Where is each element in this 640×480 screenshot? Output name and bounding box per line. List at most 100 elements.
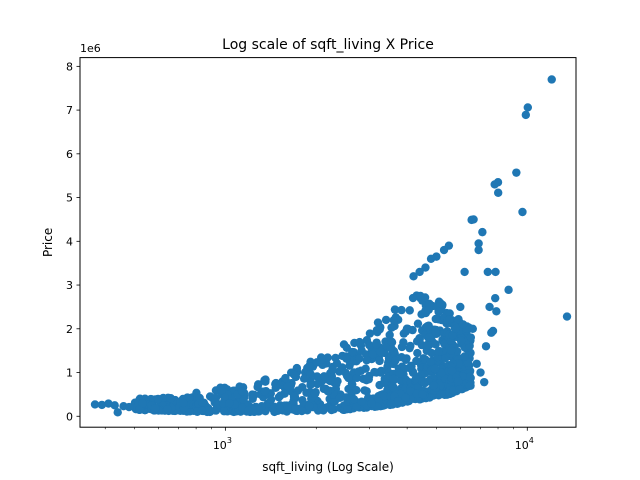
data-point (218, 399, 228, 408)
data-point (113, 408, 122, 417)
data-point (458, 320, 468, 329)
data-point (449, 386, 458, 395)
data-point (290, 370, 299, 379)
data-point (97, 400, 107, 410)
data-point (283, 382, 293, 391)
data-point (124, 402, 134, 412)
data-point (447, 366, 457, 376)
data-point (323, 387, 333, 396)
data-point (399, 338, 408, 347)
y-axis-label: Price (41, 228, 55, 257)
data-point (372, 340, 381, 349)
data-point (483, 267, 492, 277)
data-point (325, 376, 335, 386)
data-point (401, 355, 411, 365)
data-point (424, 305, 433, 314)
data-point (480, 377, 489, 387)
data-point (427, 348, 436, 358)
x-axis: 103 104 (104, 427, 534, 452)
data-point (451, 324, 461, 333)
data-point (423, 322, 432, 332)
data-point (211, 406, 221, 415)
y-tick-label: 2 (66, 323, 73, 336)
data-point (460, 352, 469, 361)
data-point (313, 379, 322, 389)
data-point (283, 402, 292, 412)
data-point (420, 293, 430, 302)
data-point (305, 401, 314, 411)
data-point (491, 267, 500, 277)
data-point (439, 245, 449, 255)
data-point (465, 381, 475, 390)
data-point (466, 333, 475, 342)
data-point (348, 347, 357, 357)
data-point (448, 330, 457, 340)
data-point (456, 302, 465, 312)
data-point (237, 387, 247, 396)
data-point (306, 369, 315, 379)
data-point (415, 333, 424, 343)
y-tick-label: 8 (66, 60, 73, 73)
data-point (476, 368, 485, 377)
x-tick-label: 104 (515, 436, 534, 452)
data-point (385, 330, 394, 340)
data-point (512, 168, 521, 177)
data-point (408, 293, 418, 303)
data-point (90, 400, 100, 409)
y-tick-label: 3 (66, 279, 73, 292)
data-point (523, 103, 532, 112)
data-point (365, 329, 375, 338)
data-point (405, 306, 414, 315)
data-point (387, 337, 396, 346)
data-point (455, 384, 465, 394)
data-point (305, 362, 314, 371)
data-point (426, 254, 436, 263)
data-point (260, 387, 270, 396)
data-point (562, 312, 572, 321)
data-point (389, 315, 398, 325)
data-point (413, 348, 422, 358)
data-point (150, 404, 160, 413)
x-axis-label: sqft_living (Log Scale) (262, 460, 394, 474)
data-point (547, 75, 556, 84)
data-point (198, 398, 207, 407)
data-point (415, 267, 424, 277)
y-tick-label: 7 (66, 104, 73, 117)
data-point (434, 347, 443, 356)
data-point (225, 399, 234, 408)
data-point (436, 298, 445, 308)
y-axis: 0 1 2 3 4 5 6 7 8 (66, 60, 80, 423)
data-point (368, 350, 377, 359)
data-point (421, 263, 430, 272)
data-point (434, 307, 443, 317)
data-point (153, 394, 163, 404)
data-point (197, 406, 207, 415)
data-point (261, 377, 270, 386)
data-point (352, 386, 361, 395)
data-point (504, 285, 513, 295)
data-point (297, 406, 307, 416)
data-point (310, 389, 320, 399)
data-point (331, 353, 340, 363)
data-point (349, 395, 359, 404)
data-point (217, 386, 226, 395)
data-point (204, 406, 213, 415)
data-point (360, 386, 369, 395)
data-point (248, 394, 257, 403)
data-point (463, 358, 473, 368)
data-point (425, 333, 434, 342)
data-point (445, 315, 454, 324)
data-point (386, 343, 395, 353)
data-point (342, 354, 351, 363)
data-point (426, 357, 435, 367)
data-point (456, 336, 466, 346)
data-point (362, 356, 371, 365)
axes-frame (79, 57, 577, 428)
data-point (389, 374, 398, 383)
data-point (401, 393, 410, 402)
data-point (318, 405, 327, 414)
data-point (413, 319, 423, 328)
data-point (431, 314, 440, 324)
y-tick-label: 6 (66, 148, 73, 161)
